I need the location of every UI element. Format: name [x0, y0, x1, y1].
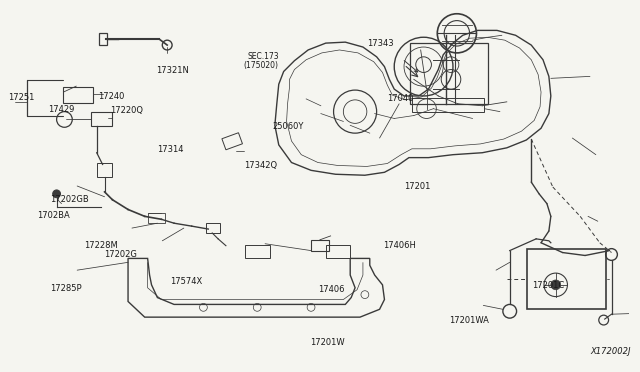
Bar — [222, 133, 243, 150]
Text: (175020): (175020) — [243, 61, 278, 70]
Text: 17314: 17314 — [157, 145, 184, 154]
Bar — [412, 98, 484, 112]
Text: 17202G: 17202G — [104, 250, 137, 259]
Text: 17285P: 17285P — [50, 284, 81, 293]
Text: 25060Y: 25060Y — [272, 122, 303, 131]
Text: 17201C: 17201C — [532, 280, 564, 289]
Bar — [63, 87, 93, 103]
Text: 17321N: 17321N — [156, 66, 189, 75]
Text: 17220Q: 17220Q — [111, 106, 143, 115]
Bar — [246, 245, 270, 259]
Text: 17251: 17251 — [8, 93, 34, 102]
Text: 17201: 17201 — [404, 182, 430, 191]
Text: 17343: 17343 — [367, 39, 394, 48]
Bar — [326, 245, 350, 259]
Text: 17574X: 17574X — [170, 277, 202, 286]
Text: 17429: 17429 — [48, 105, 74, 114]
Text: 17406H: 17406H — [383, 241, 416, 250]
Bar — [311, 240, 329, 251]
Text: 1702BA: 1702BA — [37, 211, 70, 219]
Text: 17201W: 17201W — [310, 338, 344, 347]
Bar — [148, 214, 165, 223]
Circle shape — [52, 190, 61, 198]
Bar — [206, 223, 220, 233]
Text: 17240: 17240 — [98, 92, 124, 101]
Text: 17202GB: 17202GB — [50, 195, 88, 204]
Bar — [97, 163, 113, 177]
Text: 17342Q: 17342Q — [244, 161, 277, 170]
Text: 17228M: 17228M — [84, 241, 118, 250]
Text: SEC.173: SEC.173 — [247, 52, 278, 61]
Bar — [91, 112, 113, 126]
Text: 17406: 17406 — [318, 285, 344, 294]
Text: 17201WA: 17201WA — [449, 316, 488, 325]
Text: 17040: 17040 — [387, 94, 413, 103]
Bar — [99, 33, 108, 45]
Circle shape — [551, 280, 561, 290]
Bar — [527, 248, 605, 309]
Text: X172002J: X172002J — [590, 347, 630, 356]
Bar — [410, 43, 488, 104]
